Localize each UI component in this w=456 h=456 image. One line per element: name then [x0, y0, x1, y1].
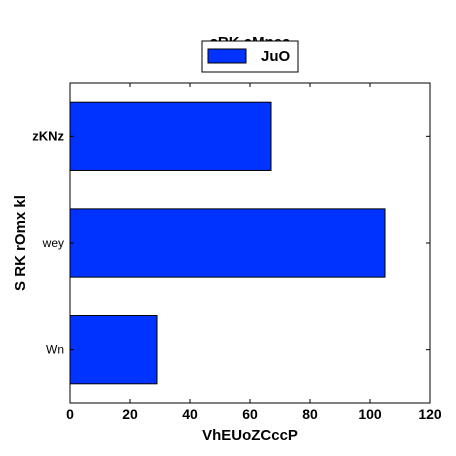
x-tick-label: 20	[122, 406, 138, 422]
x-tick-label: 120	[418, 406, 442, 422]
x-tick-label: 60	[242, 406, 258, 422]
x-axis-ticks: 0 20 40 60 80 100 120	[66, 83, 442, 422]
y-tick-label: zKNz	[32, 128, 64, 143]
bar-zKNz	[69, 101, 272, 171]
legend-swatch	[207, 48, 247, 64]
y-tick-label: wey	[42, 236, 64, 250]
legend-label: JuO	[261, 48, 291, 65]
y-axis-ticks: Wn wey zKNz	[32, 128, 430, 357]
legend: JuO	[201, 40, 299, 73]
x-tick-label: 100	[358, 406, 382, 422]
bars	[69, 101, 386, 385]
x-tick-label: 0	[66, 406, 74, 422]
y-axis-label: S RK rOmx kl	[12, 195, 29, 291]
bar-Wn	[69, 315, 158, 385]
x-tick-label: 40	[182, 406, 198, 422]
x-tick-label: 80	[302, 406, 318, 422]
bar-wey	[69, 208, 386, 278]
x-axis-label: VhEUoZCccP	[202, 427, 298, 444]
y-tick-label: Wn	[46, 343, 64, 357]
